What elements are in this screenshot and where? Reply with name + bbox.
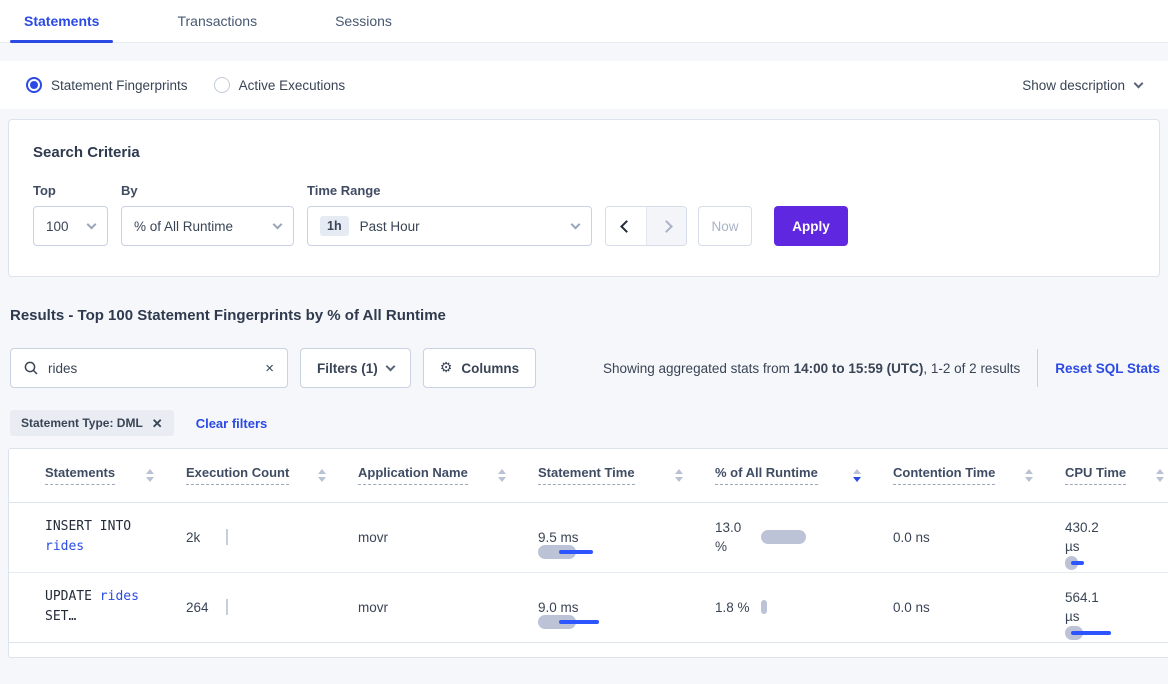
runtime-pct-value: 13.0 % bbox=[715, 520, 742, 554]
execution-count-value: 2k bbox=[186, 529, 201, 545]
top-select[interactable]: 100 bbox=[33, 206, 108, 246]
runtime-pct-value: 1.8 % bbox=[715, 599, 750, 615]
apply-button[interactable]: Apply bbox=[774, 206, 848, 246]
sort-control-active[interactable] bbox=[845, 468, 861, 482]
gear-icon: ⚙ bbox=[439, 360, 453, 376]
table-row: UPDATE rides SET… 264 movr 9.0 ms 1.8 % bbox=[9, 572, 1168, 643]
by-label: By bbox=[121, 183, 138, 198]
col-header-application-name[interactable]: Application Name bbox=[358, 465, 468, 486]
col-header-execution-count[interactable]: Execution Count bbox=[186, 465, 290, 486]
cpu-time-value: 564.1 µs bbox=[1065, 590, 1099, 624]
sort-control[interactable] bbox=[138, 468, 154, 482]
by-select[interactable]: % of All Runtime bbox=[121, 206, 294, 246]
time-range-value: Past Hour bbox=[359, 218, 420, 234]
columns-button[interactable]: ⚙ Columns bbox=[422, 348, 537, 388]
radio-statement-fingerprints[interactable]: Statement Fingerprints bbox=[26, 77, 188, 93]
filters-label: Filters (1) bbox=[317, 360, 378, 376]
statement-link[interactable]: rides bbox=[45, 539, 85, 554]
cpu-time-value: 430.2 µs bbox=[1065, 520, 1099, 554]
filters-button[interactable]: Filters (1) bbox=[300, 348, 411, 388]
top-field: Top 100 bbox=[33, 183, 108, 246]
showing-stats-text: Showing aggregated stats from 14:00 to 1… bbox=[603, 360, 1021, 376]
statements-table: Statements Execution Count Application N… bbox=[9, 449, 1168, 643]
reset-sql-stats-link[interactable]: Reset SQL Stats bbox=[1055, 360, 1160, 376]
radio-active-executions[interactable]: Active Executions bbox=[213, 77, 346, 93]
time-nav-group bbox=[605, 206, 687, 246]
chevron-down-icon bbox=[385, 361, 396, 372]
by-field: By % of All Runtime bbox=[121, 183, 294, 246]
sort-control[interactable] bbox=[310, 468, 326, 482]
now-button[interactable]: Now bbox=[698, 206, 752, 246]
columns-label: Columns bbox=[461, 360, 520, 376]
execution-count-value: 264 bbox=[186, 599, 209, 615]
sort-control[interactable] bbox=[490, 468, 506, 482]
search-box[interactable]: × bbox=[10, 348, 288, 388]
filter-chip-label: Statement Type: DML bbox=[21, 416, 143, 430]
by-value: % of All Runtime bbox=[134, 218, 234, 234]
contention-time-value: 0.0 ns bbox=[893, 529, 930, 545]
chevron-down-icon bbox=[1133, 78, 1144, 89]
top-value: 100 bbox=[46, 218, 69, 234]
tab-sessions[interactable]: Sessions bbox=[335, 13, 392, 29]
radio-label: Active Executions bbox=[238, 77, 346, 93]
col-header-runtime-pct[interactable]: % of All Runtime bbox=[715, 465, 818, 486]
col-header-statement-time[interactable]: Statement Time bbox=[538, 465, 635, 486]
results-heading: Results - Top 100 Statement Fingerprints… bbox=[10, 307, 446, 324]
show-description-label: Show description bbox=[1022, 77, 1125, 93]
radio-label: Statement Fingerprints bbox=[51, 77, 188, 93]
clear-search-icon[interactable]: × bbox=[265, 359, 274, 377]
search-criteria-card: Search Criteria Top 100 By % of All Runt… bbox=[8, 119, 1160, 277]
search-icon bbox=[24, 361, 38, 375]
time-range-field: Time Range 1h Past Hour bbox=[307, 183, 592, 246]
execution-count-bar bbox=[226, 529, 228, 545]
col-header-cpu-time[interactable]: CPU Time bbox=[1065, 465, 1127, 486]
contention-time-value: 0.0 ns bbox=[893, 599, 930, 615]
col-header-statements[interactable]: Statements bbox=[45, 465, 116, 486]
search-input[interactable] bbox=[48, 360, 266, 376]
time-prev-button[interactable] bbox=[606, 207, 646, 245]
chevron-down-icon bbox=[272, 219, 283, 230]
sort-control[interactable] bbox=[667, 468, 683, 482]
statements-table-card: Statements Execution Count Application N… bbox=[8, 448, 1168, 658]
table-row: INSERT INTO rides 2k movr 9.5 ms 13.0 % bbox=[9, 502, 1168, 573]
time-range-select[interactable]: 1h Past Hour bbox=[307, 206, 592, 246]
statement-fingerprint[interactable]: INSERT INTO rides bbox=[45, 519, 132, 554]
tab-transactions[interactable]: Transactions bbox=[177, 13, 258, 29]
page-tabs: Statements Transactions Sessions bbox=[0, 0, 1168, 43]
divider bbox=[1037, 349, 1039, 387]
clear-filters-link[interactable]: Clear filters bbox=[195, 415, 268, 431]
statement-time-value: 9.5 ms bbox=[538, 529, 579, 545]
col-header-contention-time[interactable]: Contention Time bbox=[893, 465, 996, 486]
time-range-label: Time Range bbox=[307, 183, 381, 198]
view-mode-bar: Statement Fingerprints Active Executions… bbox=[0, 61, 1168, 109]
radio-selected-icon bbox=[26, 77, 42, 93]
active-filters-row: Statement Type: DML ✕ Clear filters bbox=[10, 410, 1168, 436]
chevron-down-icon bbox=[570, 219, 581, 230]
execution-count-bar bbox=[226, 599, 228, 615]
radio-unselected-icon bbox=[213, 77, 230, 93]
results-toolbar: × Filters (1) ⚙ Columns Showing aggregat… bbox=[10, 348, 1160, 388]
sort-control[interactable] bbox=[1017, 468, 1033, 482]
show-description-toggle[interactable]: Show description bbox=[1022, 77, 1144, 93]
runtime-pct-bar bbox=[761, 530, 806, 544]
remove-filter-icon[interactable]: ✕ bbox=[151, 415, 163, 431]
top-label: Top bbox=[33, 183, 56, 198]
application-name-value: movr bbox=[358, 599, 388, 615]
table-header-row: Statements Execution Count Application N… bbox=[9, 449, 1168, 503]
application-name-value: movr bbox=[358, 529, 388, 545]
statement-link[interactable]: rides bbox=[99, 589, 139, 604]
time-range-badge: 1h bbox=[320, 216, 349, 236]
statement-time-value: 9.0 ms bbox=[538, 599, 579, 615]
chevron-down-icon bbox=[86, 219, 97, 230]
search-criteria-title: Search Criteria bbox=[33, 144, 140, 161]
chevron-left-icon bbox=[619, 219, 633, 233]
filter-chip-statement-type[interactable]: Statement Type: DML ✕ bbox=[10, 410, 174, 436]
sort-control[interactable] bbox=[1148, 468, 1164, 482]
time-next-button[interactable] bbox=[646, 207, 686, 245]
runtime-pct-bar bbox=[761, 600, 767, 614]
statement-fingerprint[interactable]: UPDATE rides SET… bbox=[45, 589, 139, 624]
tab-statements[interactable]: Statements bbox=[10, 0, 114, 43]
chevron-right-icon bbox=[660, 219, 673, 233]
